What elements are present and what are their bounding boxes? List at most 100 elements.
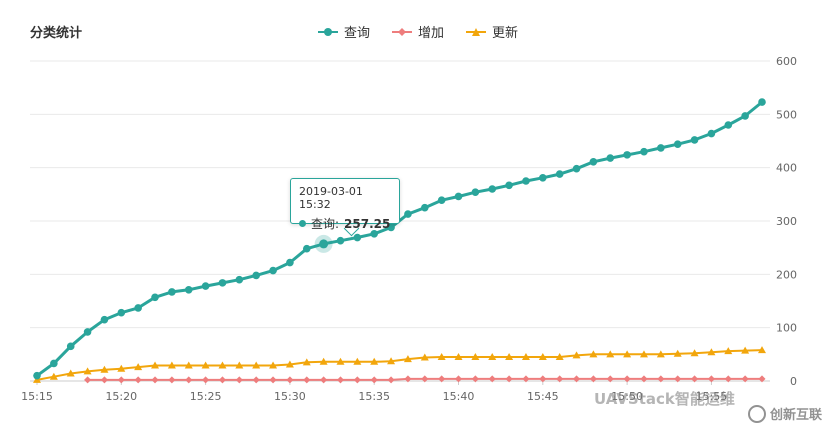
series-add-point (724, 375, 732, 383)
series-query-point (707, 129, 716, 138)
legend-label-query: 查询 (344, 26, 371, 41)
series-add-point (151, 376, 159, 384)
series-add-point (573, 375, 581, 383)
series-add-point (539, 375, 547, 383)
series-update-point (184, 361, 193, 369)
y-tick-label: 0 (790, 375, 797, 388)
y-tick-label: 100 (776, 322, 797, 335)
tooltip-value: 257.25 (344, 216, 391, 231)
series-query-point (218, 279, 227, 287)
series-query-point (353, 233, 362, 242)
series-query-point (83, 328, 92, 336)
legend-item-query[interactable]: 查询 (318, 22, 370, 41)
chart-legend: 查询 增加 更新 (318, 22, 518, 41)
series-query-point (488, 185, 497, 193)
watermark-text: UAVStack智能运维 (594, 390, 735, 408)
diamond-marker-icon (392, 27, 413, 36)
series-add-point (640, 375, 648, 383)
series-query-point (286, 258, 294, 267)
series-add-point (421, 375, 429, 383)
series-update-point (758, 346, 766, 354)
series-query-point (555, 170, 564, 178)
series-add-point (488, 375, 496, 383)
hover-point (319, 239, 329, 249)
series-add-point (117, 376, 125, 384)
series-add-point (522, 375, 530, 383)
series-query-point (572, 164, 581, 173)
x-tick-label: 15:25 (190, 390, 222, 403)
legend-item-add[interactable]: 增加 (392, 22, 444, 41)
series-update-point (471, 353, 480, 360)
tooltip-time: 2019-03-01 15:32 (299, 185, 363, 211)
series-update-point (741, 346, 750, 354)
series-query-line (36, 100, 763, 377)
series-update-point (151, 361, 160, 369)
series-query-point (66, 342, 75, 351)
series-update-point (623, 350, 632, 358)
brand-name: 创新互联 (770, 408, 823, 423)
series-add-point (303, 376, 311, 384)
series-query-point (50, 359, 58, 368)
series-add-point (741, 375, 749, 383)
series-add-point (185, 376, 193, 384)
legend-item-update[interactable]: 更新 (466, 22, 518, 41)
series-update-point (353, 357, 362, 365)
series-update-point (387, 357, 396, 365)
chart-title: 分类统计 (30, 26, 83, 41)
series-query-point (724, 121, 733, 129)
series-query-point (117, 308, 126, 317)
series-add-point (320, 376, 328, 384)
series-query-point (437, 196, 446, 204)
series-query-point (758, 98, 766, 106)
series-add-point (606, 375, 614, 383)
x-tick-label: 15:30 (274, 390, 306, 403)
series-query-point (471, 188, 480, 196)
y-tick-label: 300 (776, 215, 797, 228)
y-tick-label: 600 (776, 55, 797, 68)
series-update-point (167, 361, 176, 369)
series-add-point (471, 375, 479, 383)
series-add-point (758, 375, 766, 383)
series-query-point (33, 371, 41, 380)
chart-tooltip: 2019-03-01 15:32 查询: 257.25 (290, 178, 400, 231)
x-tick-label: 15:35 (358, 390, 390, 403)
series-query-point (151, 293, 159, 302)
series-query-point (454, 192, 463, 201)
series-update-point (218, 361, 227, 369)
x-tick-label: 15:40 (443, 390, 475, 403)
series-query-point (589, 158, 598, 166)
series-query-point (640, 147, 648, 156)
series-query-point (741, 112, 749, 120)
circle-marker-icon (318, 27, 338, 36)
series-add-point (100, 376, 108, 384)
series-query-point (168, 288, 176, 296)
series-update-point (673, 349, 682, 357)
series-update-point (488, 353, 497, 360)
series-query-point (505, 181, 513, 190)
series-update-point (66, 369, 75, 377)
series-query-point (690, 136, 699, 144)
series-update-point (319, 357, 328, 365)
series-add-point (202, 376, 210, 384)
y-tick-label: 400 (776, 162, 797, 175)
series-update-point (589, 350, 598, 358)
series-query-point (184, 286, 193, 294)
series-update-point (49, 372, 58, 380)
series-add-point (691, 375, 699, 383)
series-query-point (673, 140, 682, 148)
series-update-point (336, 357, 345, 365)
series-query-point (252, 271, 260, 280)
series-update-point (521, 353, 530, 360)
series-query-point (606, 154, 615, 162)
series-add-point (556, 375, 564, 383)
series-add-point (657, 375, 665, 383)
x-tick-label: 15:55 (696, 390, 728, 403)
series-update-point (201, 361, 210, 369)
series-update-point (83, 367, 92, 375)
series-update-point (707, 348, 716, 356)
series-update-point (117, 364, 126, 372)
brand-logo-icon (748, 404, 766, 423)
series-update-point (639, 350, 648, 358)
series-add-point (218, 376, 226, 384)
series-add-point (336, 376, 344, 384)
